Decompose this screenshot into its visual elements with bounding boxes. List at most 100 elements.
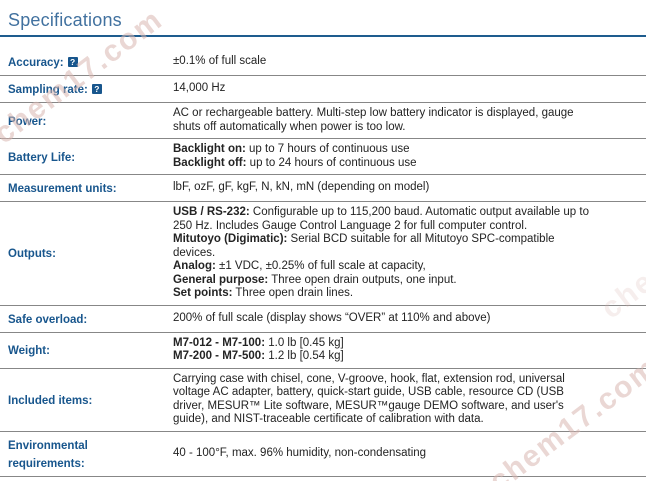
value-line: devices. [173, 247, 646, 261]
spec-row: Accuracy:? ±0.1% of full scale [0, 49, 646, 76]
spec-label: Outputs: [8, 248, 56, 261]
spec-value: Backlight on: up to 7 hours of continuou… [173, 143, 646, 170]
value-line: USB / RS-232: Configurable up to 115,200… [173, 206, 646, 220]
value-line: 40 - 100°F, max. 96% humidity, non-conde… [173, 447, 646, 461]
value-bold-segment: M7-200 - M7-500: [173, 350, 266, 362]
spec-label-cell: Weight: [0, 341, 173, 359]
value-line: driver, MESUR™ Lite software, MESUR™gaug… [173, 400, 646, 414]
spec-label-cell: Safe overload: [0, 310, 173, 328]
value-segment: Serial BCD suitable for all Mitutoyo SPC… [287, 233, 555, 245]
value-segment: Three open drain lines. [232, 287, 354, 299]
spec-label-cell: Measurement units: [0, 179, 173, 197]
help-icon[interactable]: ? [91, 84, 102, 94]
spec-row: Included items: Carrying case with chisel… [0, 369, 646, 432]
value-segment: AC or rechargeable battery. Multi-step l… [173, 107, 574, 119]
spec-value: 200% of full scale (display shows “OVER”… [173, 312, 646, 326]
specifications-table: Accuracy:? ±0.1% of full scale Sampling ra… [0, 49, 646, 481]
value-segment: voltage AC adapter, battery, quick-start… [173, 386, 564, 398]
value-segment: Three open drain outputs, one input. [268, 273, 457, 286]
spec-value: 14,000 Hz [173, 82, 646, 96]
spec-row: Measurement units: lbF, ozF, gF, kgF, N, … [0, 175, 646, 202]
value-line: voltage AC adapter, battery, quick-start… [173, 386, 646, 400]
value-line: Set points: Three open drain lines. [173, 287, 646, 301]
spec-value: 40 - 100°F, max. 96% humidity, non-conde… [173, 447, 646, 461]
page-title: Specifications [8, 10, 122, 30]
spec-label-cell: Accuracy:? [0, 53, 173, 71]
spec-label: Safe overload: [8, 313, 88, 326]
value-line: M7-012 - M7-100: 1.0 lb [0.45 kg] [173, 337, 646, 351]
spec-row: Battery Life: Backlight on: up to 7 hours… [0, 139, 646, 175]
spec-value: ±0.1% of full scale [173, 55, 646, 69]
spec-label: Environmental requirements: [8, 439, 88, 470]
value-segment: up to 24 hours of continuous use [246, 156, 417, 169]
value-bold-segment: Mitutoyo (Digimatic): [173, 233, 288, 245]
value-bold-segment: Analog: [173, 260, 216, 272]
value-line: AC or rechargeable battery. Multi-step l… [173, 107, 646, 121]
spec-label-cell: Outputs: [0, 244, 173, 262]
spec-row: Warranty:3 years (see individual stateme… [0, 477, 646, 481]
value-segment: devices. [173, 246, 216, 259]
value-bold-segment: General purpose: [173, 273, 269, 286]
value-segment: 40 - 100°F, max. 96% humidity, non-conde… [173, 446, 427, 459]
value-bold-segment: M7-012 - M7-100: [173, 336, 266, 349]
spec-row: Sampling rate:? 14,000 Hz [0, 76, 646, 103]
spec-label-cell: Environmental requirements: [0, 436, 173, 472]
value-segment: 1.2 lb [0.54 kg] [265, 350, 344, 362]
value-line: Mitutoyo (Digimatic): Serial BCD suitabl… [173, 233, 646, 247]
spec-label-cell: Included items: [0, 391, 173, 409]
value-segment: 14,000 Hz [173, 82, 226, 95]
value-segment: 250 Hz. Includes Gauge Control Language … [173, 219, 528, 232]
value-bold-segment: Set points: [173, 287, 233, 299]
spec-row: Weight: M7-012 - M7-100: 1.0 lb [0.45 kg]… [0, 333, 646, 369]
spec-value: lbF, ozF, gF, kgF, N, kN, mN (depending … [173, 181, 646, 195]
spec-label: Included items: [8, 394, 93, 407]
spec-row: Power: AC or rechargeable battery. Multi-… [0, 103, 646, 139]
value-line: M7-200 - M7-500: 1.2 lb [0.54 kg] [173, 350, 646, 364]
title-divider [0, 35, 646, 37]
value-segment: ±0.1% of full scale [173, 55, 267, 68]
spec-label-cell: Sampling rate:? [0, 80, 173, 98]
value-segment: Carrying case with chisel, cone, V-groov… [173, 372, 565, 385]
spec-value: AC or rechargeable battery. Multi-step l… [173, 107, 646, 134]
value-bold-segment: USB / RS-232: [173, 206, 250, 218]
value-line: 250 Hz. Includes Gauge Control Language … [173, 220, 646, 234]
spec-label: Power: [8, 115, 47, 128]
spec-row: Outputs: USB / RS-232: Configurable up to… [0, 202, 646, 306]
value-line: 200% of full scale (display shows “OVER”… [173, 312, 646, 326]
spec-label-cell: Power: [0, 112, 173, 130]
spec-label: Sampling rate: [8, 84, 88, 96]
value-segment: driver, MESUR™ Lite software, MESUR™gaug… [173, 399, 564, 412]
spec-value: M7-012 - M7-100: 1.0 lb [0.45 kg] M7-200 … [173, 337, 646, 364]
value-bold-segment: Backlight off: [173, 156, 247, 169]
value-line: guide), and NIST-traceable certificate o… [173, 413, 646, 427]
value-line: Backlight off: up to 24 hours of continu… [173, 157, 646, 171]
value-line: General purpose: Three open drain output… [173, 274, 646, 288]
spec-label: Weight: [8, 345, 50, 357]
spec-value: Carrying case with chisel, cone, V-groov… [173, 373, 646, 427]
value-bold-segment: Backlight on: [173, 143, 246, 155]
spec-label: Battery Life: [8, 151, 76, 164]
value-line: lbF, ozF, gF, kgF, N, kN, mN (depending … [173, 181, 646, 195]
help-icon[interactable]: ? [67, 57, 78, 67]
value-segment: 1.0 lb [0.45 kg] [265, 336, 344, 349]
value-line: 14,000 Hz [173, 82, 646, 96]
value-line: Backlight on: up to 7 hours of continuou… [173, 143, 646, 157]
value-segment: up to 7 hours of continuous use [245, 143, 410, 155]
value-segment: lbF, ozF, gF, kgF, N, kN, mN (depending … [173, 181, 430, 194]
value-segment: 200% of full scale (display shows “OVER”… [173, 311, 491, 324]
spec-value: USB / RS-232: Configurable up to 115,200… [173, 206, 646, 301]
spec-row: Safe overload: 200% of full scale (displa… [0, 306, 646, 333]
value-line: ±0.1% of full scale [173, 55, 646, 69]
value-line: Analog: ±1 VDC, ±0.25% of full scale at … [173, 260, 646, 274]
spec-label: Measurement units: [8, 183, 117, 195]
value-line: Carrying case with chisel, cone, V-groov… [173, 373, 646, 387]
spec-row: Environmental requirements: 40 - 100°F, m… [0, 432, 646, 477]
value-segment: ±1 VDC, ±0.25% of full scale at capacity… [215, 260, 426, 272]
value-line: shuts off automatically when power is to… [173, 121, 646, 135]
spec-label: Accuracy: [8, 57, 64, 69]
value-segment: guide), and NIST-traceable certificate o… [173, 413, 484, 425]
value-segment: Configurable up to 115,200 baud. Automat… [249, 206, 589, 218]
spec-label-cell: Battery Life: [0, 148, 173, 166]
value-segment: shuts off automatically when power is to… [173, 120, 406, 133]
